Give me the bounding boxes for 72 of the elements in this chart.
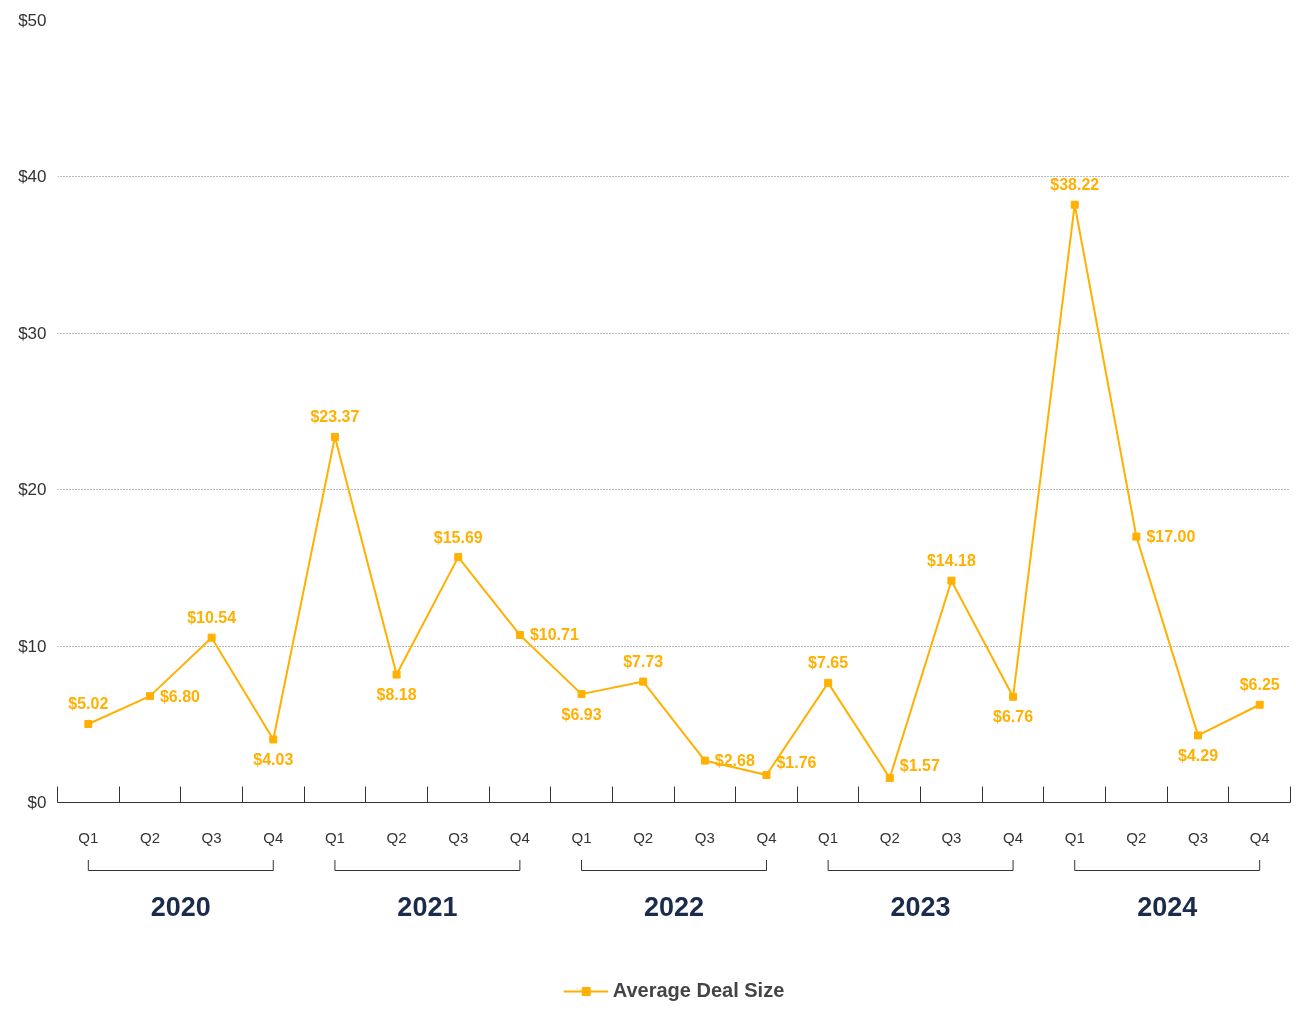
text: 2023	[890, 892, 951, 922]
y-tick-label: $40	[18, 167, 47, 187]
text: $15.69	[433, 528, 483, 546]
x-tick-label: Q2	[139, 828, 160, 846]
text: $7.65	[808, 654, 849, 672]
point	[885, 773, 894, 782]
point	[1255, 700, 1264, 709]
y-tick-label: $30	[18, 323, 47, 343]
x-tick-label: Q3	[1188, 828, 1209, 846]
point	[762, 770, 771, 779]
x-tick-label: Q1	[818, 828, 839, 846]
point	[824, 678, 833, 687]
point	[1132, 532, 1141, 541]
text: $4.03	[253, 750, 294, 768]
text: $5.02	[68, 695, 109, 713]
x-tick-label: Q3	[448, 828, 469, 846]
text: $7.73	[623, 653, 664, 671]
text: $10.71	[529, 626, 579, 644]
text: $6.76	[993, 708, 1034, 726]
point	[577, 690, 586, 699]
x-tick-label: Q2	[386, 828, 407, 846]
y-tick-label: $10	[18, 636, 47, 656]
x-tick-label: Q1	[324, 828, 345, 846]
text: $1.76	[776, 754, 817, 772]
text: $6.25	[1239, 676, 1280, 694]
point	[1070, 200, 1079, 209]
x-tick-label: Q3	[694, 828, 715, 846]
x-tick-label: Q4	[1003, 828, 1024, 846]
point	[330, 432, 339, 441]
x-tick-label: Q1	[571, 828, 592, 846]
point	[1009, 692, 1018, 701]
point	[1194, 731, 1203, 740]
point	[700, 756, 709, 765]
y-tick-label: $20	[18, 480, 47, 500]
point	[947, 576, 956, 585]
text: $17.00	[1146, 528, 1196, 546]
point	[454, 553, 463, 562]
y-tick-label: $50	[18, 11, 47, 30]
x-tick-label: Q3	[941, 828, 962, 846]
x-tick-label: Q2	[633, 828, 654, 846]
x-tick-label: Q2	[879, 828, 900, 846]
y-tick-label: $0	[27, 793, 47, 812]
point	[84, 719, 93, 728]
point	[207, 633, 216, 642]
text: $8.18	[376, 686, 417, 704]
legend-label: Average Deal Size	[612, 979, 785, 1002]
point	[639, 677, 648, 686]
x-tick-label: Q3	[201, 828, 222, 846]
point	[515, 631, 524, 639]
text: $23.37	[310, 408, 360, 426]
point	[269, 735, 278, 744]
text: $2.68	[714, 752, 755, 770]
text: $4.29	[1178, 746, 1219, 764]
point	[392, 670, 401, 679]
text: $1.57	[899, 757, 940, 775]
x-tick-label: Q4	[509, 828, 530, 846]
x-tick-label: Q2	[1126, 828, 1147, 846]
text: $14.18	[926, 552, 976, 570]
text: 2020	[150, 892, 211, 922]
text: $6.80	[159, 687, 201, 705]
point	[145, 692, 154, 701]
text: $6.93	[561, 705, 602, 723]
x-tick-label: Q4	[1249, 828, 1270, 846]
x-tick-label: Q4	[263, 828, 284, 846]
x-tick-label: Q1	[78, 828, 99, 846]
x-tick-label: Q1	[1064, 828, 1085, 846]
text: $38.22	[1050, 176, 1100, 194]
text: 2021	[397, 892, 458, 922]
x-tick-label: Q4	[756, 828, 777, 846]
text: 2024	[1137, 892, 1198, 922]
text: $10.54	[187, 609, 237, 627]
text: 2022	[643, 892, 705, 922]
